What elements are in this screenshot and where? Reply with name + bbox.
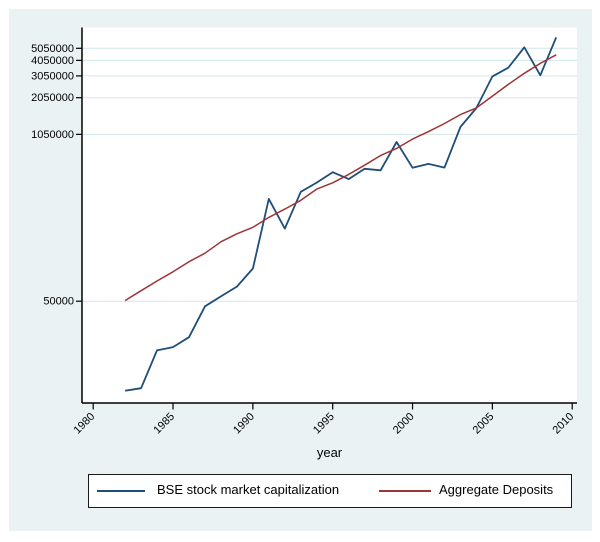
y-tick-label: 2050000	[31, 92, 74, 104]
y-tick-label: 3050000	[31, 70, 74, 82]
x-tick-label: 1990	[231, 411, 257, 437]
bse-series-line	[124, 37, 558, 392]
y-tick-label: 1050000	[31, 129, 74, 141]
deposits-series-line	[124, 54, 557, 302]
x-tick-label: 2010	[551, 411, 577, 437]
x-tick-label: 1995	[311, 411, 337, 437]
x-axis-title: year	[317, 445, 343, 460]
x-tick-label: 2005	[471, 411, 497, 437]
legend-label-deposits: Aggregate Deposits	[439, 482, 554, 497]
plot-area	[82, 27, 577, 403]
y-tick-label: 50000	[43, 296, 74, 308]
legend-line-bse	[97, 490, 145, 492]
x-tick-label: 1980	[72, 411, 98, 437]
x-tick-label: 2000	[391, 411, 417, 437]
legend-label-bse: BSE stock market capitalization	[157, 482, 340, 497]
legend: BSE stock market capitalization Aggregat…	[88, 474, 572, 508]
legend-line-deposits	[379, 490, 431, 492]
y-tick-label: 4050000	[31, 55, 74, 67]
x-tick-label: 1985	[151, 411, 177, 437]
y-tick-label: 5050000	[31, 43, 74, 55]
